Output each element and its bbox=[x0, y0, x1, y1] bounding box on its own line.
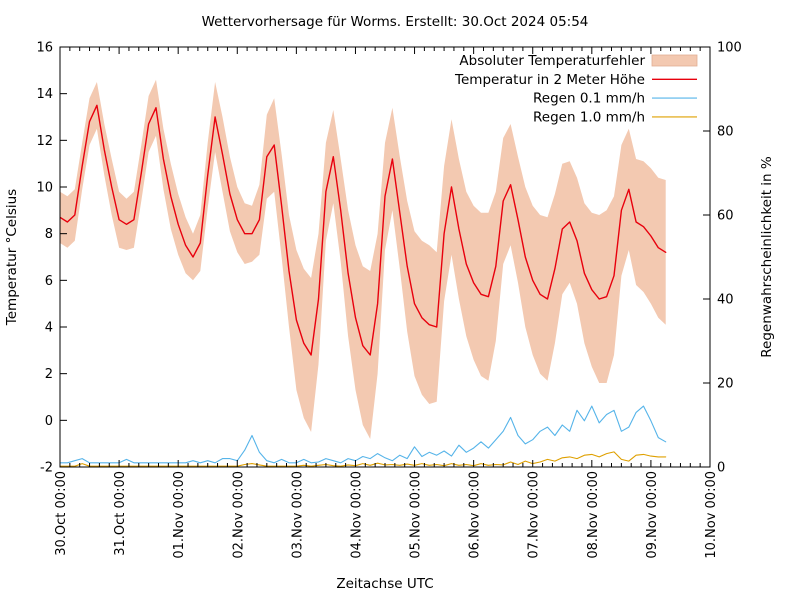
chart-title: Wettervorhersage für Worms. Erstellt: 30… bbox=[202, 14, 589, 30]
legend-label: Temperatur in 2 Meter Höhe bbox=[454, 72, 645, 88]
y-right-tick-label: 100 bbox=[717, 41, 742, 56]
y-axis-right-ticks: 100 80 60 40 20 0 bbox=[703, 41, 742, 476]
x-tick-label: 07.Nov 00:00 bbox=[527, 471, 542, 559]
y-axis-right-label: Regenwahrscheinlichkeit in % bbox=[759, 156, 775, 358]
legend-band-sample bbox=[651, 54, 698, 67]
x-axis-label: Zeitachse UTC bbox=[336, 576, 433, 592]
y-right-tick-label: 0 bbox=[717, 461, 725, 476]
temperature-error-band bbox=[60, 79, 666, 439]
y-left-tick-label: 6 bbox=[45, 274, 53, 289]
x-tick-label: 06.Nov 00:00 bbox=[468, 471, 483, 559]
y-right-tick-label: 40 bbox=[717, 293, 734, 308]
x-tick-label: 30.Oct 00:00 bbox=[54, 471, 69, 556]
x-tick-label: 03.Nov 00:00 bbox=[290, 471, 305, 559]
y-axis-left-ticks: 16 14 12 10 8 6 4 2 0 -2 bbox=[36, 41, 67, 476]
plot-area: 30.Oct 00:00 31.Oct 00:00 01.Nov 00:00 02.N… bbox=[36, 41, 741, 559]
y-left-tick-label: 2 bbox=[45, 367, 53, 382]
x-tick-label: 08.Nov 00:00 bbox=[586, 471, 601, 559]
y-left-tick-label: 4 bbox=[45, 321, 53, 336]
x-tick-label: 09.Nov 00:00 bbox=[645, 471, 660, 559]
x-tick-label: 01.Nov 00:00 bbox=[172, 471, 187, 559]
y-left-tick-label: 0 bbox=[45, 414, 53, 429]
y-left-tick-label: 8 bbox=[45, 227, 53, 242]
rain-10-line bbox=[60, 451, 667, 467]
y-axis-left-label: Temperatur °Celsius bbox=[4, 189, 20, 326]
rain-01-line bbox=[60, 405, 667, 464]
x-tick-label: 31.Oct 00:00 bbox=[113, 471, 128, 556]
x-tick-label: 02.Nov 00:00 bbox=[231, 471, 246, 559]
temperature-line bbox=[60, 104, 667, 356]
y-right-tick-label: 20 bbox=[717, 377, 734, 392]
legend-label: Regen 1.0 mm/h bbox=[533, 109, 645, 125]
y-left-tick-label: -2 bbox=[40, 461, 53, 476]
legend-label: Regen 0.1 mm/h bbox=[533, 91, 645, 107]
y-left-tick-label: 14 bbox=[36, 87, 53, 102]
legend-label: Absoluter Temperaturfehler bbox=[459, 53, 645, 69]
series-layer bbox=[60, 79, 667, 467]
legend: Absoluter Temperaturfehler Temperatur in … bbox=[454, 53, 698, 125]
y-left-tick-label: 10 bbox=[36, 181, 53, 196]
y-right-tick-label: 80 bbox=[717, 125, 734, 140]
x-axis-ticks: 30.Oct 00:00 31.Oct 00:00 01.Nov 00:00 02.N… bbox=[54, 47, 719, 559]
y-left-tick-label: 16 bbox=[36, 41, 53, 56]
x-tick-label: 05.Nov 00:00 bbox=[409, 471, 424, 559]
y-left-tick-label: 12 bbox=[36, 134, 53, 149]
x-tick-label: 04.Nov 00:00 bbox=[349, 471, 364, 559]
x-tick-label: 10.Nov 00:00 bbox=[704, 471, 719, 559]
y-right-tick-label: 60 bbox=[717, 209, 734, 224]
